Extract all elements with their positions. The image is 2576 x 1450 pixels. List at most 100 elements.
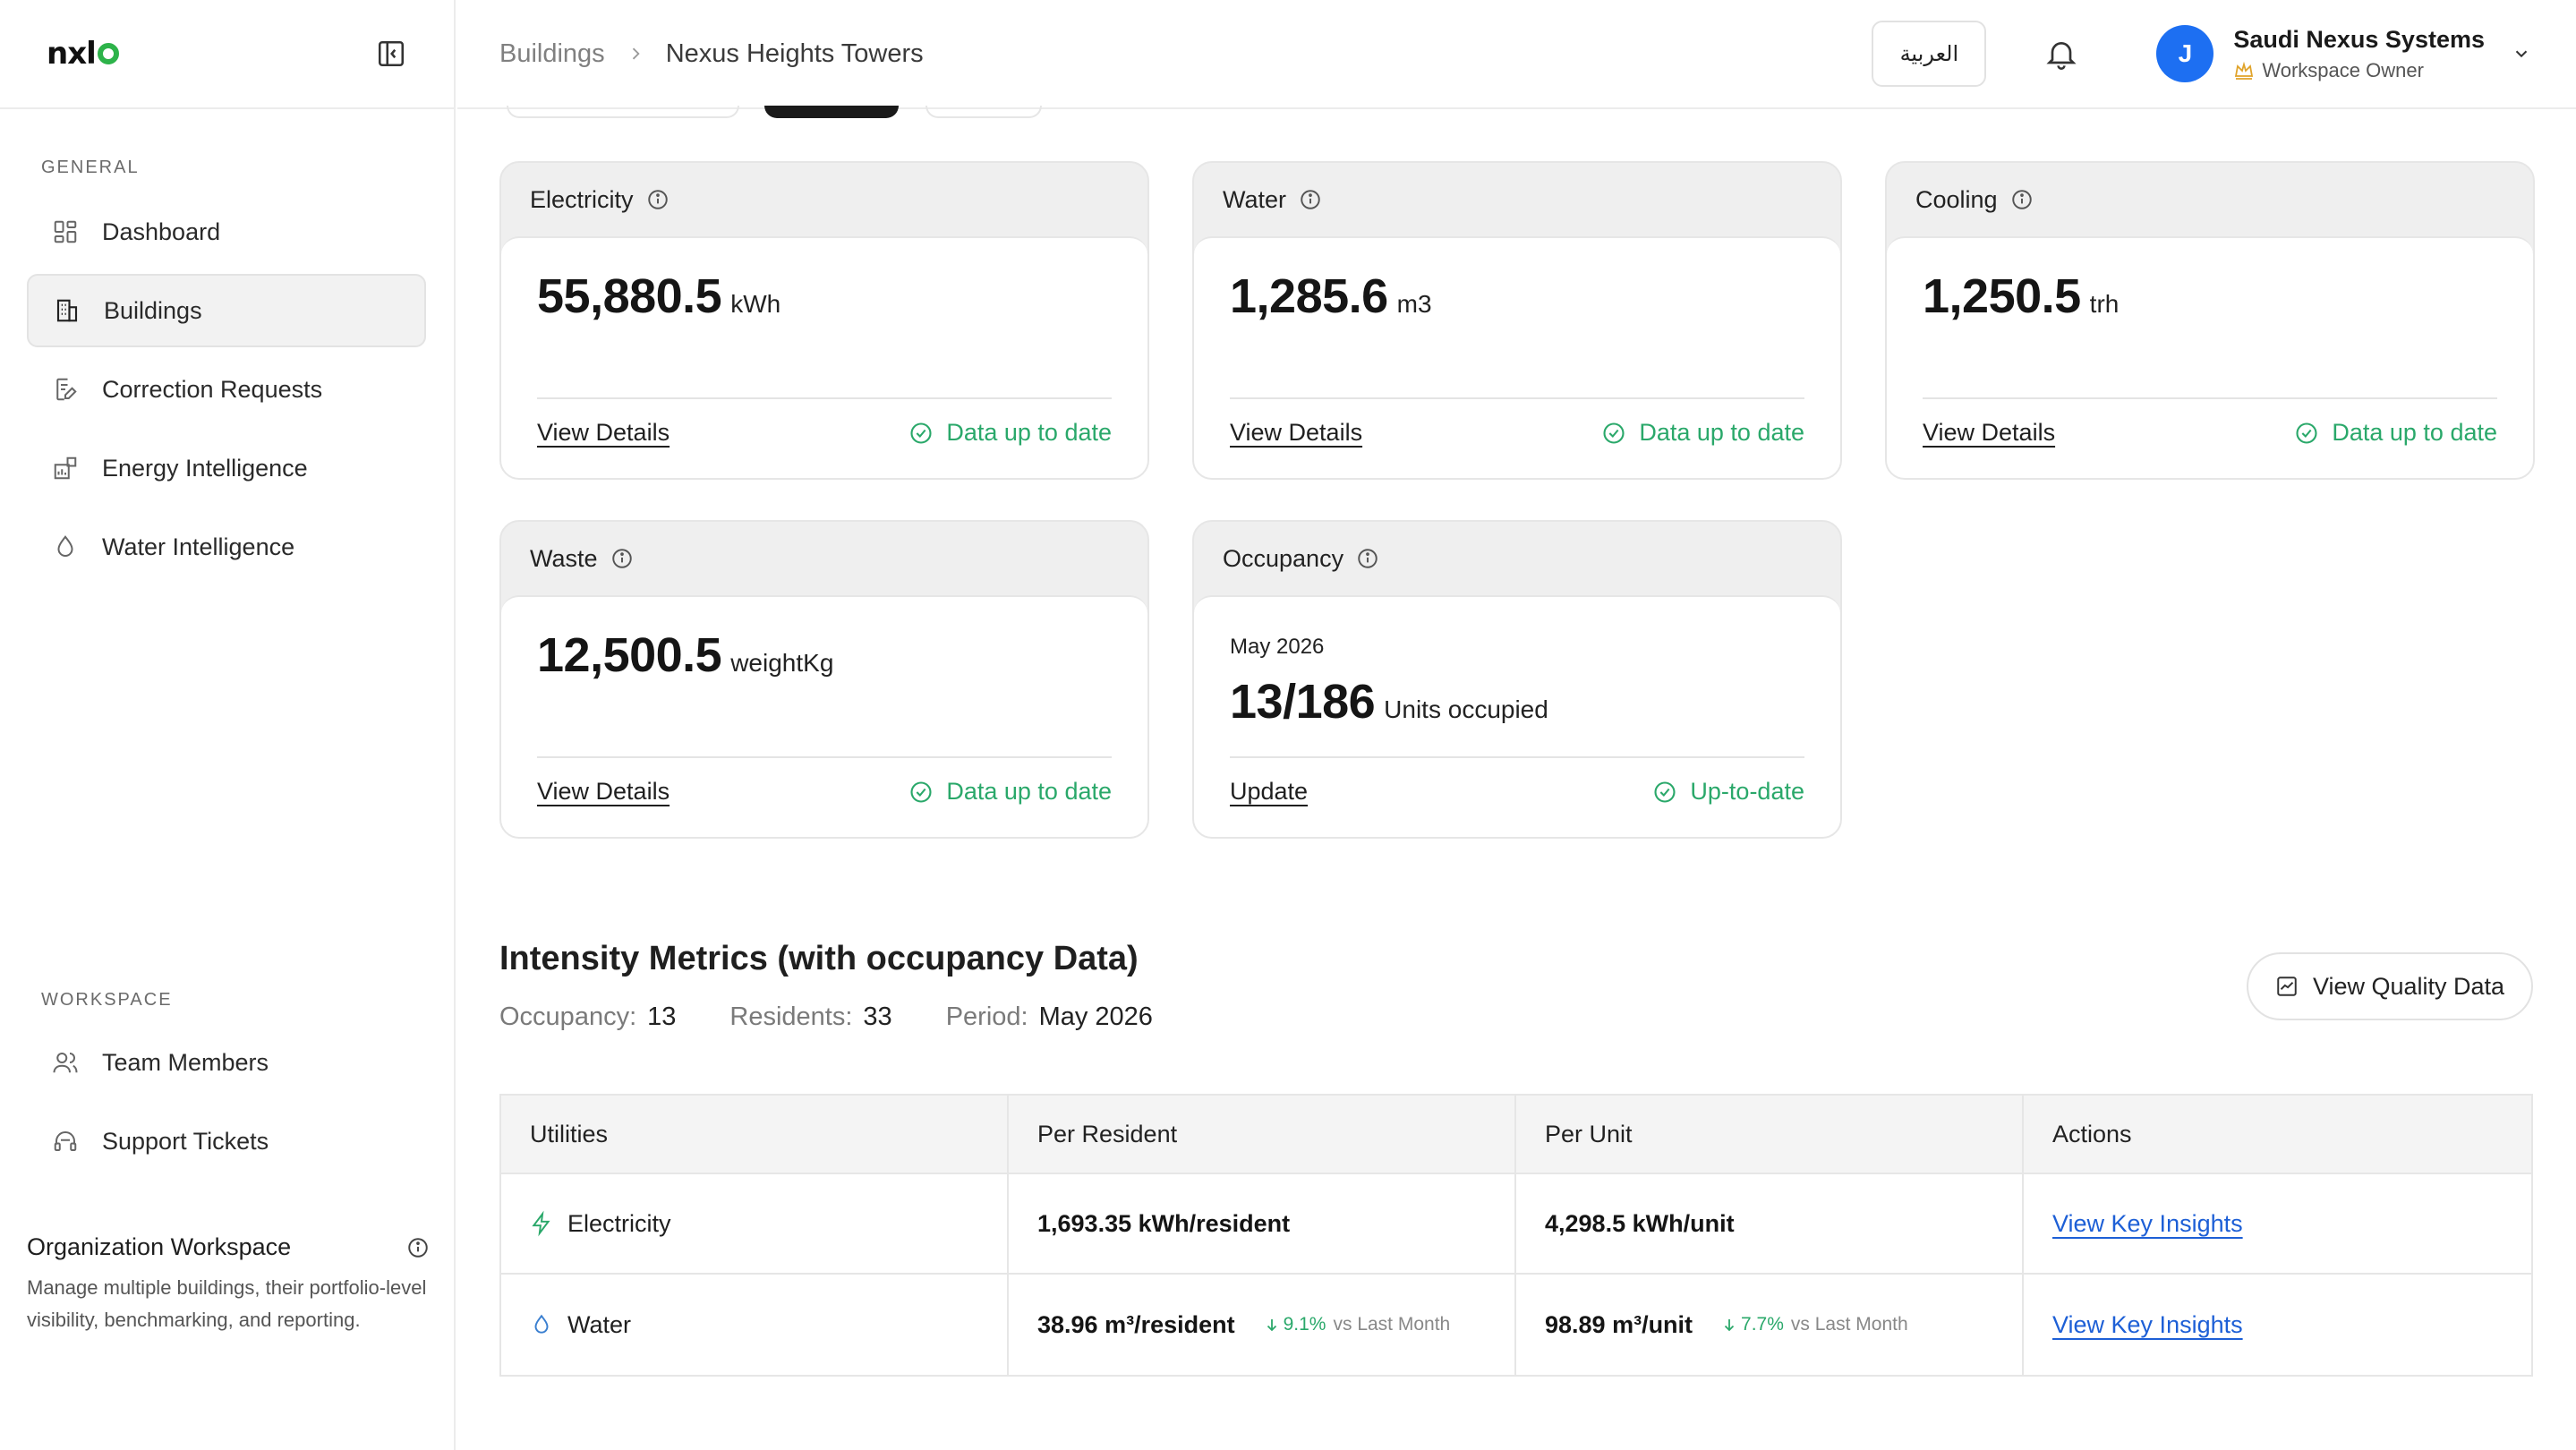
meta-label: Occupancy: xyxy=(499,1002,637,1031)
sidebar-item-energy-intelligence[interactable]: Energy Intelligence xyxy=(27,431,426,505)
occupancy-card: Occupancy May 2026 13/186 Units occupied… xyxy=(1192,520,1842,839)
sidebar-item-water-intelligence[interactable]: Water Intelligence xyxy=(27,510,426,584)
actions-cell: View Key Insights xyxy=(2024,1275,2531,1375)
sidebar-item-support-tickets[interactable]: Support Tickets xyxy=(27,1105,426,1178)
utility-name: Water xyxy=(567,1310,632,1338)
card-header: Water xyxy=(1194,163,1840,236)
sidebar-item-correction-requests[interactable]: Correction Requests xyxy=(27,353,426,426)
meta-value: 13 xyxy=(647,1002,677,1031)
sidebar-item-buildings[interactable]: Buildings xyxy=(27,274,426,347)
org-title-text: Organization Workspace xyxy=(27,1233,292,1260)
droplet-icon xyxy=(530,1311,553,1338)
card-header: Electricity xyxy=(501,163,1147,236)
card-footer: View Details Data up to date xyxy=(537,756,1112,806)
card-footer: Update Up-to-date xyxy=(1230,756,1804,806)
check-circle-icon xyxy=(1601,421,1626,446)
occupancy-meta: Occupancy: 13 xyxy=(499,1002,676,1032)
info-icon[interactable] xyxy=(2010,188,2034,211)
language-toggle-button[interactable]: العربية xyxy=(1872,21,1987,87)
org-description: Manage multiple buildings, their portfol… xyxy=(27,1276,427,1331)
card-value: 13/186 Units occupied xyxy=(1230,674,1804,729)
info-icon[interactable] xyxy=(646,188,670,211)
view-key-insights-link[interactable]: View Key Insights xyxy=(2052,1310,2243,1338)
lightning-icon xyxy=(530,1210,553,1237)
info-icon[interactable] xyxy=(1299,188,1322,211)
button-label: View Quality Data xyxy=(2312,972,2505,1000)
sidebar-item-team-members[interactable]: Team Members xyxy=(27,1026,426,1099)
info-icon[interactable] xyxy=(610,547,634,570)
update-link[interactable]: Update xyxy=(1230,778,1309,805)
value-number: 12,500.5 xyxy=(537,628,722,682)
card-title: Cooling xyxy=(1915,185,1998,213)
info-icon[interactable] xyxy=(1356,547,1379,570)
value-number: 1,250.5 xyxy=(1923,269,2081,323)
card-title: Waste xyxy=(530,544,598,572)
utility-cell: Water xyxy=(501,1275,1009,1375)
period-meta: Period: May 2026 xyxy=(946,1002,1153,1032)
value-unit: weightKg xyxy=(730,649,834,677)
value-number: 13/186 xyxy=(1230,675,1376,729)
organization-workspace: Organization Workspace Manage multiple b… xyxy=(27,1233,430,1336)
residents-meta: Residents: 33 xyxy=(729,1002,891,1032)
sidebar-collapse-button[interactable] xyxy=(373,36,409,72)
meta-value: 33 xyxy=(863,1002,892,1031)
check-circle-icon xyxy=(908,421,934,446)
org-title: Organization Workspace xyxy=(27,1233,430,1261)
sidebar-item-label: Buildings xyxy=(104,296,202,324)
card-title: Occupancy xyxy=(1223,544,1344,572)
actions-cell: View Key Insights xyxy=(2024,1174,2531,1273)
user-role: Workspace Owner xyxy=(2233,59,2485,82)
view-details-link[interactable]: View Details xyxy=(537,419,670,446)
utility-name: Electricity xyxy=(567,1209,671,1237)
chart-box-icon xyxy=(2275,975,2299,998)
view-details-link[interactable]: View Details xyxy=(1230,419,1363,446)
users-icon xyxy=(50,1047,81,1078)
table-row: Electricity 1,693.35 kWh/resident 4,298.… xyxy=(501,1174,2531,1275)
meta-value: May 2026 xyxy=(1038,1002,1153,1031)
chevron-down-icon xyxy=(2512,44,2531,64)
card-value: 1,285.6 m3 xyxy=(1230,269,1804,324)
status-badge: Up-to-date xyxy=(1652,778,1804,806)
view-quality-data-button[interactable]: View Quality Data xyxy=(2247,952,2533,1020)
user-role-text: Workspace Owner xyxy=(2262,58,2424,81)
check-circle-icon xyxy=(1652,780,1677,805)
tab-peek-1 xyxy=(507,106,739,118)
value-unit: trh xyxy=(2089,290,2120,318)
per-unit-cell: 98.89 m³/unit 7.7% vs Last Month xyxy=(1516,1275,2024,1375)
value-unit: m3 xyxy=(1396,290,1432,318)
building-icon xyxy=(52,295,82,326)
sidebar: nxl GENERAL Dashboard Buildings Correcti… xyxy=(0,0,456,1450)
headset-icon xyxy=(50,1126,81,1156)
sidebar-item-label: Team Members xyxy=(102,1048,269,1076)
card-body: May 2026 13/186 Units occupied Update Up… xyxy=(1194,595,1840,837)
waste-card: Waste 12,500.5 weightKg View Details Dat… xyxy=(499,520,1149,839)
chevron-right-icon xyxy=(627,45,644,63)
intensity-meta: Occupancy: 13 Residents: 33 Period: May … xyxy=(499,1002,1207,1032)
column-header-per-unit: Per Unit xyxy=(1516,1096,2024,1173)
info-icon[interactable] xyxy=(406,1236,430,1259)
check-circle-icon xyxy=(2294,421,2319,446)
status-text: Data up to date xyxy=(2332,419,2497,446)
status-badge: Data up to date xyxy=(908,419,1112,447)
unit-delta: 7.7% vs Last Month xyxy=(1721,1314,1908,1335)
logo[interactable]: nxl xyxy=(47,36,119,72)
occupancy-month: May 2026 xyxy=(1230,635,1325,659)
notifications-button[interactable] xyxy=(2040,32,2083,75)
top-header: Buildings Nexus Heights Towers العربية J… xyxy=(457,0,2576,109)
sidebar-item-dashboard[interactable]: Dashboard xyxy=(27,195,426,269)
user-menu[interactable]: J Saudi Nexus Systems Workspace Owner xyxy=(2156,25,2531,82)
value-unit: kWh xyxy=(730,290,781,318)
status-text: Data up to date xyxy=(1639,419,1804,446)
card-title: Water xyxy=(1223,185,1287,213)
view-details-link[interactable]: View Details xyxy=(1923,419,2056,446)
arrow-down-icon xyxy=(1724,1319,1735,1332)
value-unit: Units occupied xyxy=(1384,695,1548,723)
card-footer: View Details Data up to date xyxy=(537,397,1112,447)
general-nav: Dashboard Buildings Correction Requests … xyxy=(27,195,426,589)
view-details-link[interactable]: View Details xyxy=(537,778,670,805)
view-key-insights-link[interactable]: View Key Insights xyxy=(2052,1209,2243,1237)
breadcrumb-buildings-link[interactable]: Buildings xyxy=(499,38,605,68)
column-header-utilities: Utilities xyxy=(501,1096,1009,1173)
status-text: Data up to date xyxy=(946,419,1112,446)
card-header: Cooling xyxy=(1887,163,2533,236)
